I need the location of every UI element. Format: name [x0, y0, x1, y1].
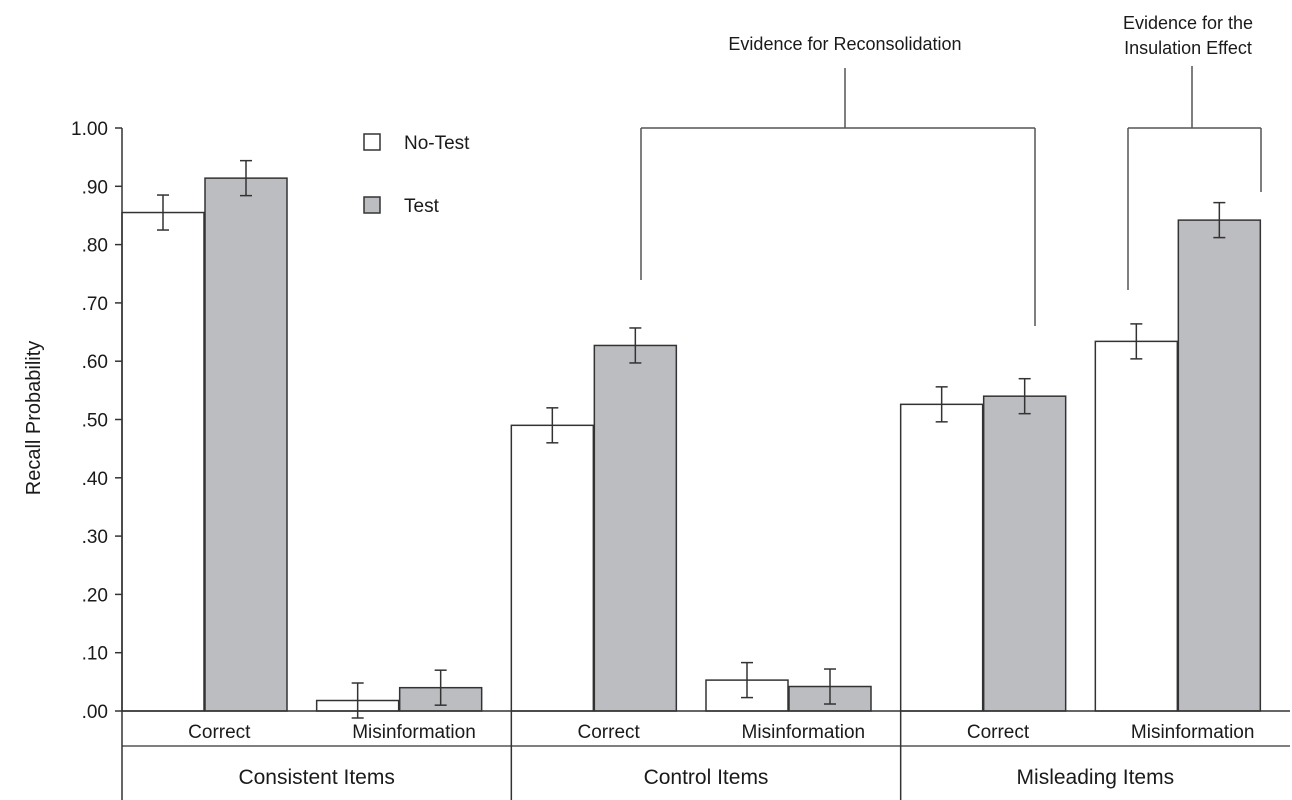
bar-test: [204, 177, 288, 712]
legend-label-test: Test: [404, 196, 440, 217]
y-tick-label: .80: [82, 236, 108, 257]
x-category-label: Correct: [188, 722, 251, 743]
y-tick-label: .00: [82, 702, 108, 723]
y-tick-label: .60: [82, 352, 108, 373]
legend-swatch-no-test: [363, 133, 381, 151]
error-bars-layer: [157, 159, 1226, 719]
annotation-insulation-line1: Evidence for the: [1123, 13, 1253, 33]
y-tick-label: .70: [82, 294, 108, 315]
x-group-label: Consistent Items: [238, 766, 394, 789]
bar-test: [982, 395, 1067, 712]
legend-label-no-test: No-Test: [404, 133, 470, 154]
bar-no-test: [1094, 340, 1179, 712]
y-tick-label: .50: [82, 411, 108, 432]
y-tick-label: .20: [82, 585, 108, 606]
reconsolidation-bracket: [640, 68, 1036, 326]
insulation-bracket: [1127, 66, 1262, 290]
bar-test: [1177, 219, 1262, 712]
y-axis-ticks: .00 .10 .20 .30 .40 .50 .60 .70 .80 .90 1.00: [71, 119, 122, 723]
insulation-annotation: Evidence for the Insulation Effect: [1123, 13, 1262, 290]
y-tick-label: .30: [82, 527, 108, 548]
x-group-label: Misleading Items: [1017, 766, 1175, 789]
legend: No-Test Test: [363, 133, 470, 217]
annotation-insulation-line2: Insulation Effect: [1124, 38, 1252, 58]
annotation-reconsolidation-text: Evidence for Reconsolidation: [728, 34, 961, 54]
x-category-label: Misinformation: [742, 722, 866, 743]
x-category-label: Correct: [967, 722, 1030, 743]
reconsolidation-annotation: Evidence for Reconsolidation: [640, 34, 1036, 326]
legend-swatch-test: [363, 196, 381, 214]
x-axis-labels: Correct Misinformation Consistent Items Cor…: [121, 711, 1290, 800]
y-axis-title: Recall Probability: [23, 341, 45, 496]
x-category-label: Correct: [578, 722, 641, 743]
bar-no-test: [121, 211, 205, 712]
y-tick-label: .90: [82, 177, 108, 198]
x-category-label: Misinformation: [352, 722, 476, 743]
bars-layer: [121, 177, 1262, 712]
y-tick-label: .10: [82, 644, 108, 665]
bar-test: [593, 344, 678, 712]
bar-no-test: [899, 403, 984, 712]
bar-no-test: [510, 424, 595, 712]
y-tick-label: 1.00: [71, 119, 108, 140]
x-group-label: Control Items: [644, 766, 769, 789]
y-tick-label: .40: [82, 469, 108, 490]
x-category-label: Misinformation: [1131, 722, 1255, 743]
